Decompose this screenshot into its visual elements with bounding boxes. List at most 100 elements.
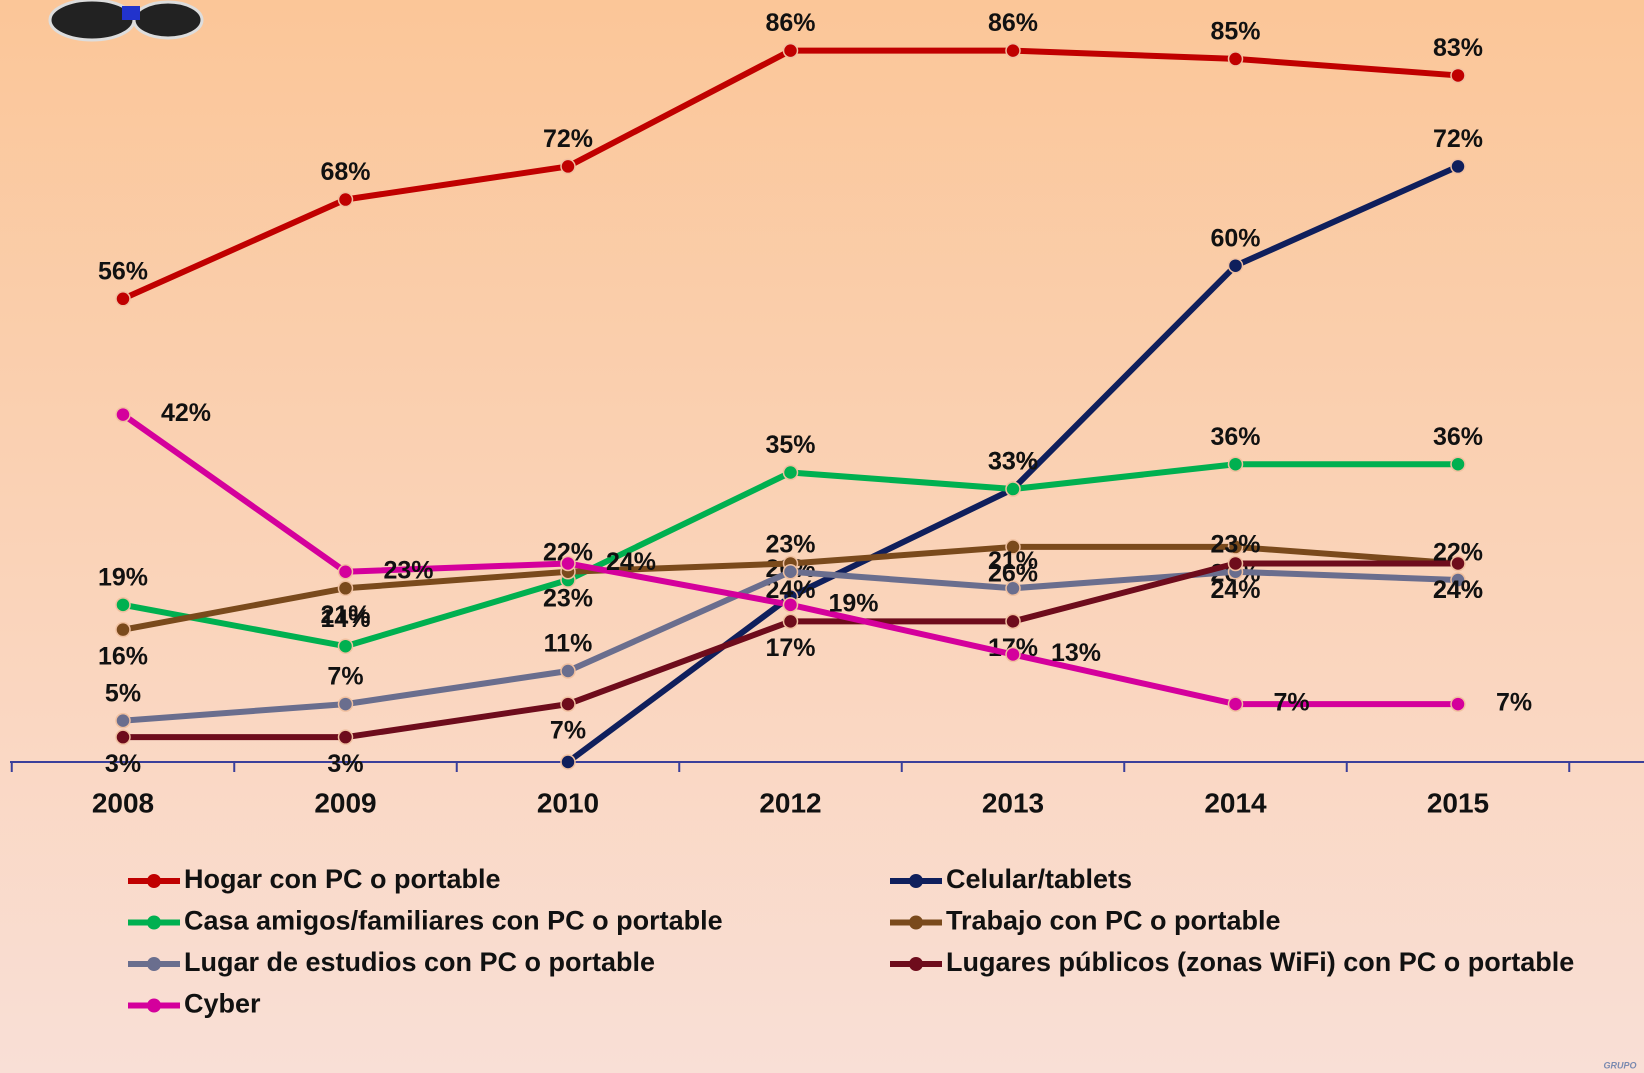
data-point — [1229, 457, 1243, 471]
data-label: 42% — [161, 399, 211, 427]
data-point — [561, 556, 575, 570]
x-tick-label: 2014 — [1204, 787, 1267, 818]
watermark: GRUPO — [1603, 1060, 1636, 1070]
data-label: 7% — [1496, 689, 1532, 717]
data-label: 86% — [988, 9, 1038, 37]
data-point — [339, 193, 353, 207]
data-label: 16% — [98, 642, 148, 670]
data-point — [1451, 68, 1465, 82]
data-point — [1229, 697, 1243, 711]
data-label: 23% — [384, 556, 434, 584]
data-label: 7% — [327, 663, 363, 691]
data-point — [561, 159, 575, 173]
data-label: 24% — [1210, 576, 1260, 604]
data-label: 19% — [829, 589, 879, 617]
legend-label: Casa amigos/familiares con PC o portable — [184, 906, 723, 936]
data-point — [116, 714, 130, 728]
x-tick-label: 2009 — [314, 787, 376, 818]
data-label: 24% — [1433, 576, 1483, 604]
legend-item: Trabajo con PC o portable — [890, 906, 1281, 936]
data-label: 68% — [320, 158, 370, 186]
legend-marker — [909, 957, 923, 971]
data-label: 35% — [765, 431, 815, 459]
data-label: 19% — [98, 563, 148, 591]
data-point — [116, 292, 130, 306]
data-point — [1451, 457, 1465, 471]
data-point — [1229, 259, 1243, 273]
data-point — [1451, 159, 1465, 173]
legend-marker — [147, 957, 161, 971]
x-tick-label: 2012 — [759, 787, 821, 818]
legend-marker — [909, 874, 923, 888]
chart: GRUPO 200820092010201220132014201556%68%… — [0, 0, 1644, 1073]
data-point — [1229, 556, 1243, 570]
data-point — [1006, 647, 1020, 661]
data-label: 33% — [988, 448, 1038, 476]
data-point — [116, 730, 130, 744]
data-point — [1229, 52, 1243, 66]
data-label: 21% — [320, 601, 370, 629]
data-label: 3% — [327, 750, 363, 778]
data-point — [561, 697, 575, 711]
data-label: 83% — [1433, 34, 1483, 62]
data-label: 3% — [105, 750, 141, 778]
data-label: 86% — [765, 9, 815, 37]
data-label: 5% — [105, 679, 141, 707]
data-point — [784, 565, 798, 579]
x-tick-label: 2008 — [92, 787, 154, 818]
data-point — [339, 581, 353, 595]
data-label: 72% — [543, 125, 593, 153]
data-point — [116, 408, 130, 422]
data-label: 13% — [1051, 639, 1101, 667]
legend-item: Casa amigos/familiares con PC o portable — [128, 906, 723, 936]
legend-marker — [147, 916, 161, 930]
data-label: 24% — [606, 548, 656, 576]
data-point — [784, 44, 798, 58]
legend-label: Trabajo con PC o portable — [946, 906, 1281, 936]
data-label: 72% — [1433, 125, 1483, 153]
data-point — [339, 565, 353, 579]
legend-marker — [147, 999, 161, 1013]
data-point — [1006, 482, 1020, 496]
legend-item: Lugares públicos (zonas WiFi) con PC o p… — [890, 947, 1574, 977]
legend-label: Hogar con PC o portable — [184, 864, 501, 894]
legend-item: Hogar con PC o portable — [128, 864, 501, 894]
data-label: 85% — [1210, 18, 1260, 46]
data-label: 36% — [1433, 423, 1483, 451]
legend-label: Lugares públicos (zonas WiFi) con PC o p… — [946, 947, 1574, 977]
data-point — [784, 465, 798, 479]
data-label: 7% — [1274, 689, 1310, 717]
data-label: 7% — [550, 717, 586, 745]
data-point — [1451, 697, 1465, 711]
x-tick-label: 2010 — [537, 787, 599, 818]
data-point — [784, 614, 798, 628]
x-tick-label: 2013 — [982, 787, 1044, 818]
legend-marker — [147, 874, 161, 888]
data-point — [1006, 44, 1020, 58]
legend-marker — [909, 916, 923, 930]
data-point — [116, 623, 130, 637]
data-label: 23% — [543, 584, 593, 612]
data-label: 21% — [988, 547, 1038, 575]
data-label: 36% — [1210, 423, 1260, 451]
data-point — [561, 664, 575, 678]
legend-label: Cyber — [184, 989, 261, 1019]
page: {"chart_data": {"type": "line", "categor… — [0, 0, 1644, 1073]
data-label: 23% — [1210, 530, 1260, 558]
data-label: 60% — [1210, 224, 1260, 252]
data-point — [339, 697, 353, 711]
data-point — [339, 639, 353, 653]
data-point — [1006, 581, 1020, 595]
data-point — [339, 730, 353, 744]
data-label: 11% — [544, 630, 593, 658]
data-label: 23% — [765, 530, 815, 558]
legend-label: Celular/tablets — [946, 864, 1132, 894]
legend-item: Lugar de estudios con PC o portable — [128, 947, 655, 977]
data-point — [561, 755, 575, 769]
data-point — [1451, 556, 1465, 570]
x-tick-label: 2015 — [1427, 787, 1489, 818]
legend-label: Lugar de estudios con PC o portable — [184, 947, 655, 977]
data-point — [116, 598, 130, 612]
data-point — [784, 598, 798, 612]
data-label: 17% — [765, 634, 815, 662]
